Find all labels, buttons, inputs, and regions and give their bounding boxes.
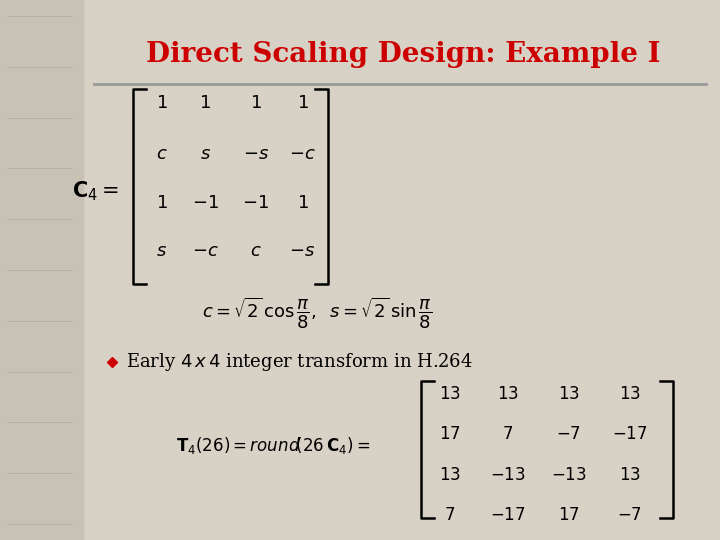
Text: $-c$: $-c$ xyxy=(192,242,219,260)
Text: $\mathbf{T}_4(26) = \mathit{round}\!\left(26\,\mathbf{C}_4\right)=$: $\mathbf{T}_4(26) = \mathit{round}\!\lef… xyxy=(176,435,371,456)
Text: $17$: $17$ xyxy=(439,426,461,443)
Text: $-s$: $-s$ xyxy=(243,145,269,163)
Text: $-17$: $-17$ xyxy=(612,426,648,443)
Text: $-1$: $-1$ xyxy=(192,193,219,212)
Text: $c$: $c$ xyxy=(250,242,261,260)
Text: $-c$: $-c$ xyxy=(289,145,316,163)
Text: $13$: $13$ xyxy=(619,467,641,484)
Text: $-13$: $-13$ xyxy=(490,467,526,484)
Text: $13$: $13$ xyxy=(439,386,461,403)
Text: $s$: $s$ xyxy=(156,242,168,260)
Text: $1$: $1$ xyxy=(297,93,308,112)
Text: $-7$: $-7$ xyxy=(557,426,581,443)
Text: $1$: $1$ xyxy=(297,193,308,212)
Text: $-1$: $-1$ xyxy=(242,193,269,212)
Text: $13$: $13$ xyxy=(439,467,461,484)
Text: $\mathbf{C}_4 =$: $\mathbf{C}_4 =$ xyxy=(72,180,119,204)
Text: $-7$: $-7$ xyxy=(618,507,642,524)
Text: $1$: $1$ xyxy=(250,93,261,112)
Text: $-13$: $-13$ xyxy=(551,467,587,484)
Text: $s$: $s$ xyxy=(199,145,211,163)
Text: $7$: $7$ xyxy=(502,426,513,443)
Text: $1$: $1$ xyxy=(156,193,168,212)
Text: $-17$: $-17$ xyxy=(490,507,526,524)
Text: $1$: $1$ xyxy=(199,93,211,112)
Text: Direct Scaling Design: Example I: Direct Scaling Design: Example I xyxy=(146,40,660,68)
Text: $13$: $13$ xyxy=(558,386,580,403)
Text: Early $\mathit{4\,x\,4}$ integer transform in H.264: Early $\mathit{4\,x\,4}$ integer transfo… xyxy=(126,351,472,373)
Text: $17$: $17$ xyxy=(558,507,580,524)
Text: $c$: $c$ xyxy=(156,145,168,163)
Text: $7$: $7$ xyxy=(444,507,456,524)
Bar xyxy=(0,0,83,540)
Text: $13$: $13$ xyxy=(619,386,641,403)
Text: $c = \sqrt{2}\,\cos\dfrac{\pi}{8},\;\; s = \sqrt{2}\,\sin\dfrac{\pi}{8}$: $c = \sqrt{2}\,\cos\dfrac{\pi}{8},\;\; s… xyxy=(202,296,432,330)
Text: $1$: $1$ xyxy=(156,93,168,112)
Text: $13$: $13$ xyxy=(497,386,518,403)
Text: $-s$: $-s$ xyxy=(289,242,315,260)
